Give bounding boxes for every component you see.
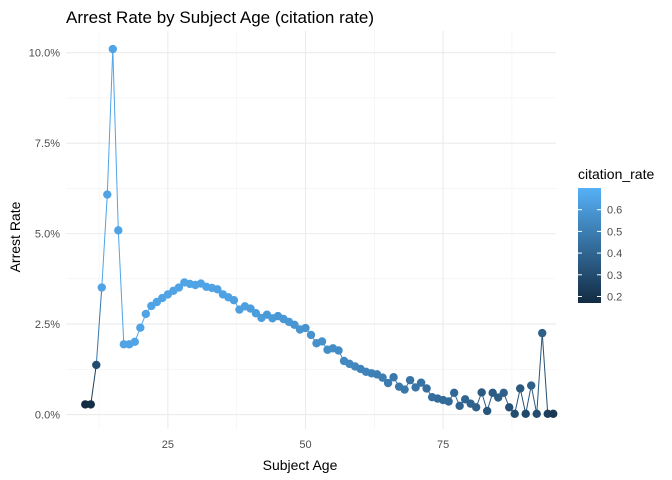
legend-tick-label: 0.5 [607,226,622,238]
series-line-segment [541,333,549,414]
data-point [103,190,112,199]
color-legend: citation_rate 0.2 0.3 0.4 0.5 0.6 [578,166,654,303]
legend-colorbar [578,188,601,303]
legend-tick-label: 0.3 [607,270,622,282]
data-point [246,304,255,313]
x-axis-ticks: 25 50 75 [162,439,450,451]
data-point [416,378,426,387]
x-tick-label: 75 [437,439,449,451]
data-point [334,346,343,355]
legend-tick-label: 0.2 [607,291,622,303]
data-point [251,309,261,318]
data-point [92,360,101,370]
data-point [213,285,222,294]
series-line-segment [117,230,125,345]
data-point [136,323,145,332]
data-point [455,401,464,411]
data-point [400,385,409,394]
legend-ticks: 0.2 0.3 0.4 0.5 0.6 [578,205,622,303]
data-point [493,393,503,402]
series-line-segment [519,388,527,414]
x-tick-label: 50 [299,439,311,451]
data-point [301,323,310,333]
x-axis-title: Subject Age [263,457,338,473]
data-point [383,378,393,388]
data-point [527,381,536,390]
data-point [449,388,459,398]
data-point [482,406,492,416]
series-points [81,44,558,419]
data-point [317,337,327,346]
data-point [290,320,299,329]
y-tick-label: 10.0% [29,48,60,60]
data-point [488,388,497,398]
data-point [516,384,525,393]
series-line-segment [95,287,103,365]
data-point [444,397,453,406]
data-point [411,383,420,392]
data-point [477,388,486,397]
data-point [521,409,530,419]
series-line-segment [106,49,114,195]
data-point [510,409,519,419]
series-line-segment [112,49,119,231]
data-point [499,388,508,398]
data-point [378,373,387,382]
series-line-segment [90,364,97,405]
data-point [108,44,117,54]
y-axis-title: Arrest Rate [7,201,23,272]
data-point [505,403,514,412]
data-point [114,226,123,235]
y-axis-ticks: 0.0% 2.5% 5.0% 7.5% 10.0% [29,48,60,422]
data-point [549,409,558,419]
data-point [538,328,547,338]
y-tick-label: 2.5% [35,319,60,331]
data-point [229,295,239,305]
series-line-segment [530,385,538,414]
data-point [405,375,415,385]
data-point [532,409,541,419]
data-point [389,373,398,382]
y-tick-label: 0.0% [35,410,60,422]
legend-tick-label: 0.6 [607,205,622,217]
data-point [471,403,481,412]
data-point [306,330,316,340]
series-line-segment [101,194,108,288]
x-tick-label: 25 [162,439,174,451]
data-point [141,309,151,319]
grid-lines [66,31,556,429]
legend-title: citation_rate [578,166,654,182]
series-line [85,49,554,415]
y-tick-label: 7.5% [35,138,60,150]
data-point [97,283,106,292]
data-point [130,337,140,347]
data-point [174,283,184,292]
data-point [422,384,431,393]
legend-tick-label: 0.4 [607,248,622,260]
chart-title: Arrest Rate by Subject Age (citation rat… [66,8,374,27]
series-line-segment [514,388,521,414]
data-point [86,400,95,409]
series-line-segment [525,385,532,414]
series-line-segment [536,333,543,414]
y-tick-label: 5.0% [35,229,60,241]
